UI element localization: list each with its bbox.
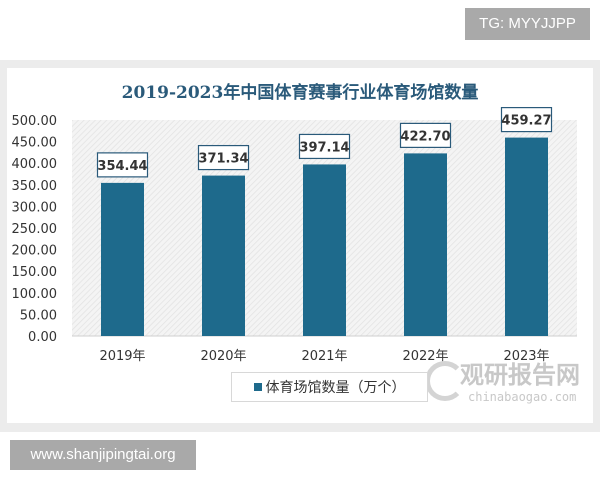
- y-tick-label: 100.00: [12, 287, 58, 302]
- brand-en: chinabaogao.com: [468, 390, 577, 404]
- bar: [404, 153, 447, 336]
- data-label-box: [197, 144, 250, 171]
- data-label: 459.27: [501, 114, 551, 129]
- x-tick-label: 2019年: [99, 349, 145, 364]
- chart-title: 2019-2023年中国体育赛事行业体育场馆数量: [121, 83, 479, 103]
- y-tick-label: 500.00: [12, 114, 58, 129]
- data-label-box: [399, 122, 452, 148]
- brand-watermark: 观研报告网 chinabaogao.com: [420, 355, 580, 404]
- data-label-box: [500, 106, 553, 133]
- x-tick-label: 2021年: [301, 349, 347, 364]
- tg-watermark: TG: MYYJJPP: [465, 8, 590, 40]
- site-watermark: www.shanjipingtai.org: [10, 440, 196, 470]
- y-tick-label: 200.00: [12, 244, 58, 259]
- data-label: 371.34: [198, 152, 248, 167]
- legend-swatch: [253, 383, 262, 391]
- x-tick-label: 2023年: [503, 349, 549, 364]
- y-tick-label: 450.00: [12, 136, 58, 151]
- data-label: 397.14: [299, 140, 349, 155]
- bar: [505, 137, 548, 336]
- y-tick-label: 150.00: [12, 265, 58, 280]
- y-tick-label: 400.00: [12, 157, 58, 172]
- x-tick-label: 2020年: [200, 349, 246, 364]
- bar: [101, 182, 144, 336]
- data-label: 354.44: [97, 159, 147, 174]
- y-tick-label: 50.00: [20, 308, 57, 323]
- brand-cn: 观研报告网: [460, 361, 580, 389]
- legend: 体育场馆数量（万个）: [231, 372, 428, 402]
- y-tick-label: 300.00: [12, 200, 58, 215]
- y-tick-label: 250.00: [12, 222, 58, 237]
- x-tick-label: 2022年: [402, 349, 448, 364]
- data-label: 422.70: [400, 129, 450, 144]
- y-tick-label: 350.00: [12, 179, 58, 194]
- bar: [202, 175, 245, 336]
- bar: [303, 164, 346, 336]
- y-tick-label: 0.00: [28, 330, 57, 345]
- brand-logo-icon: [425, 361, 465, 401]
- data-label-box: [298, 133, 351, 160]
- legend-label: 体育场馆数量（万个）: [265, 380, 406, 396]
- data-label-box: [96, 152, 149, 178]
